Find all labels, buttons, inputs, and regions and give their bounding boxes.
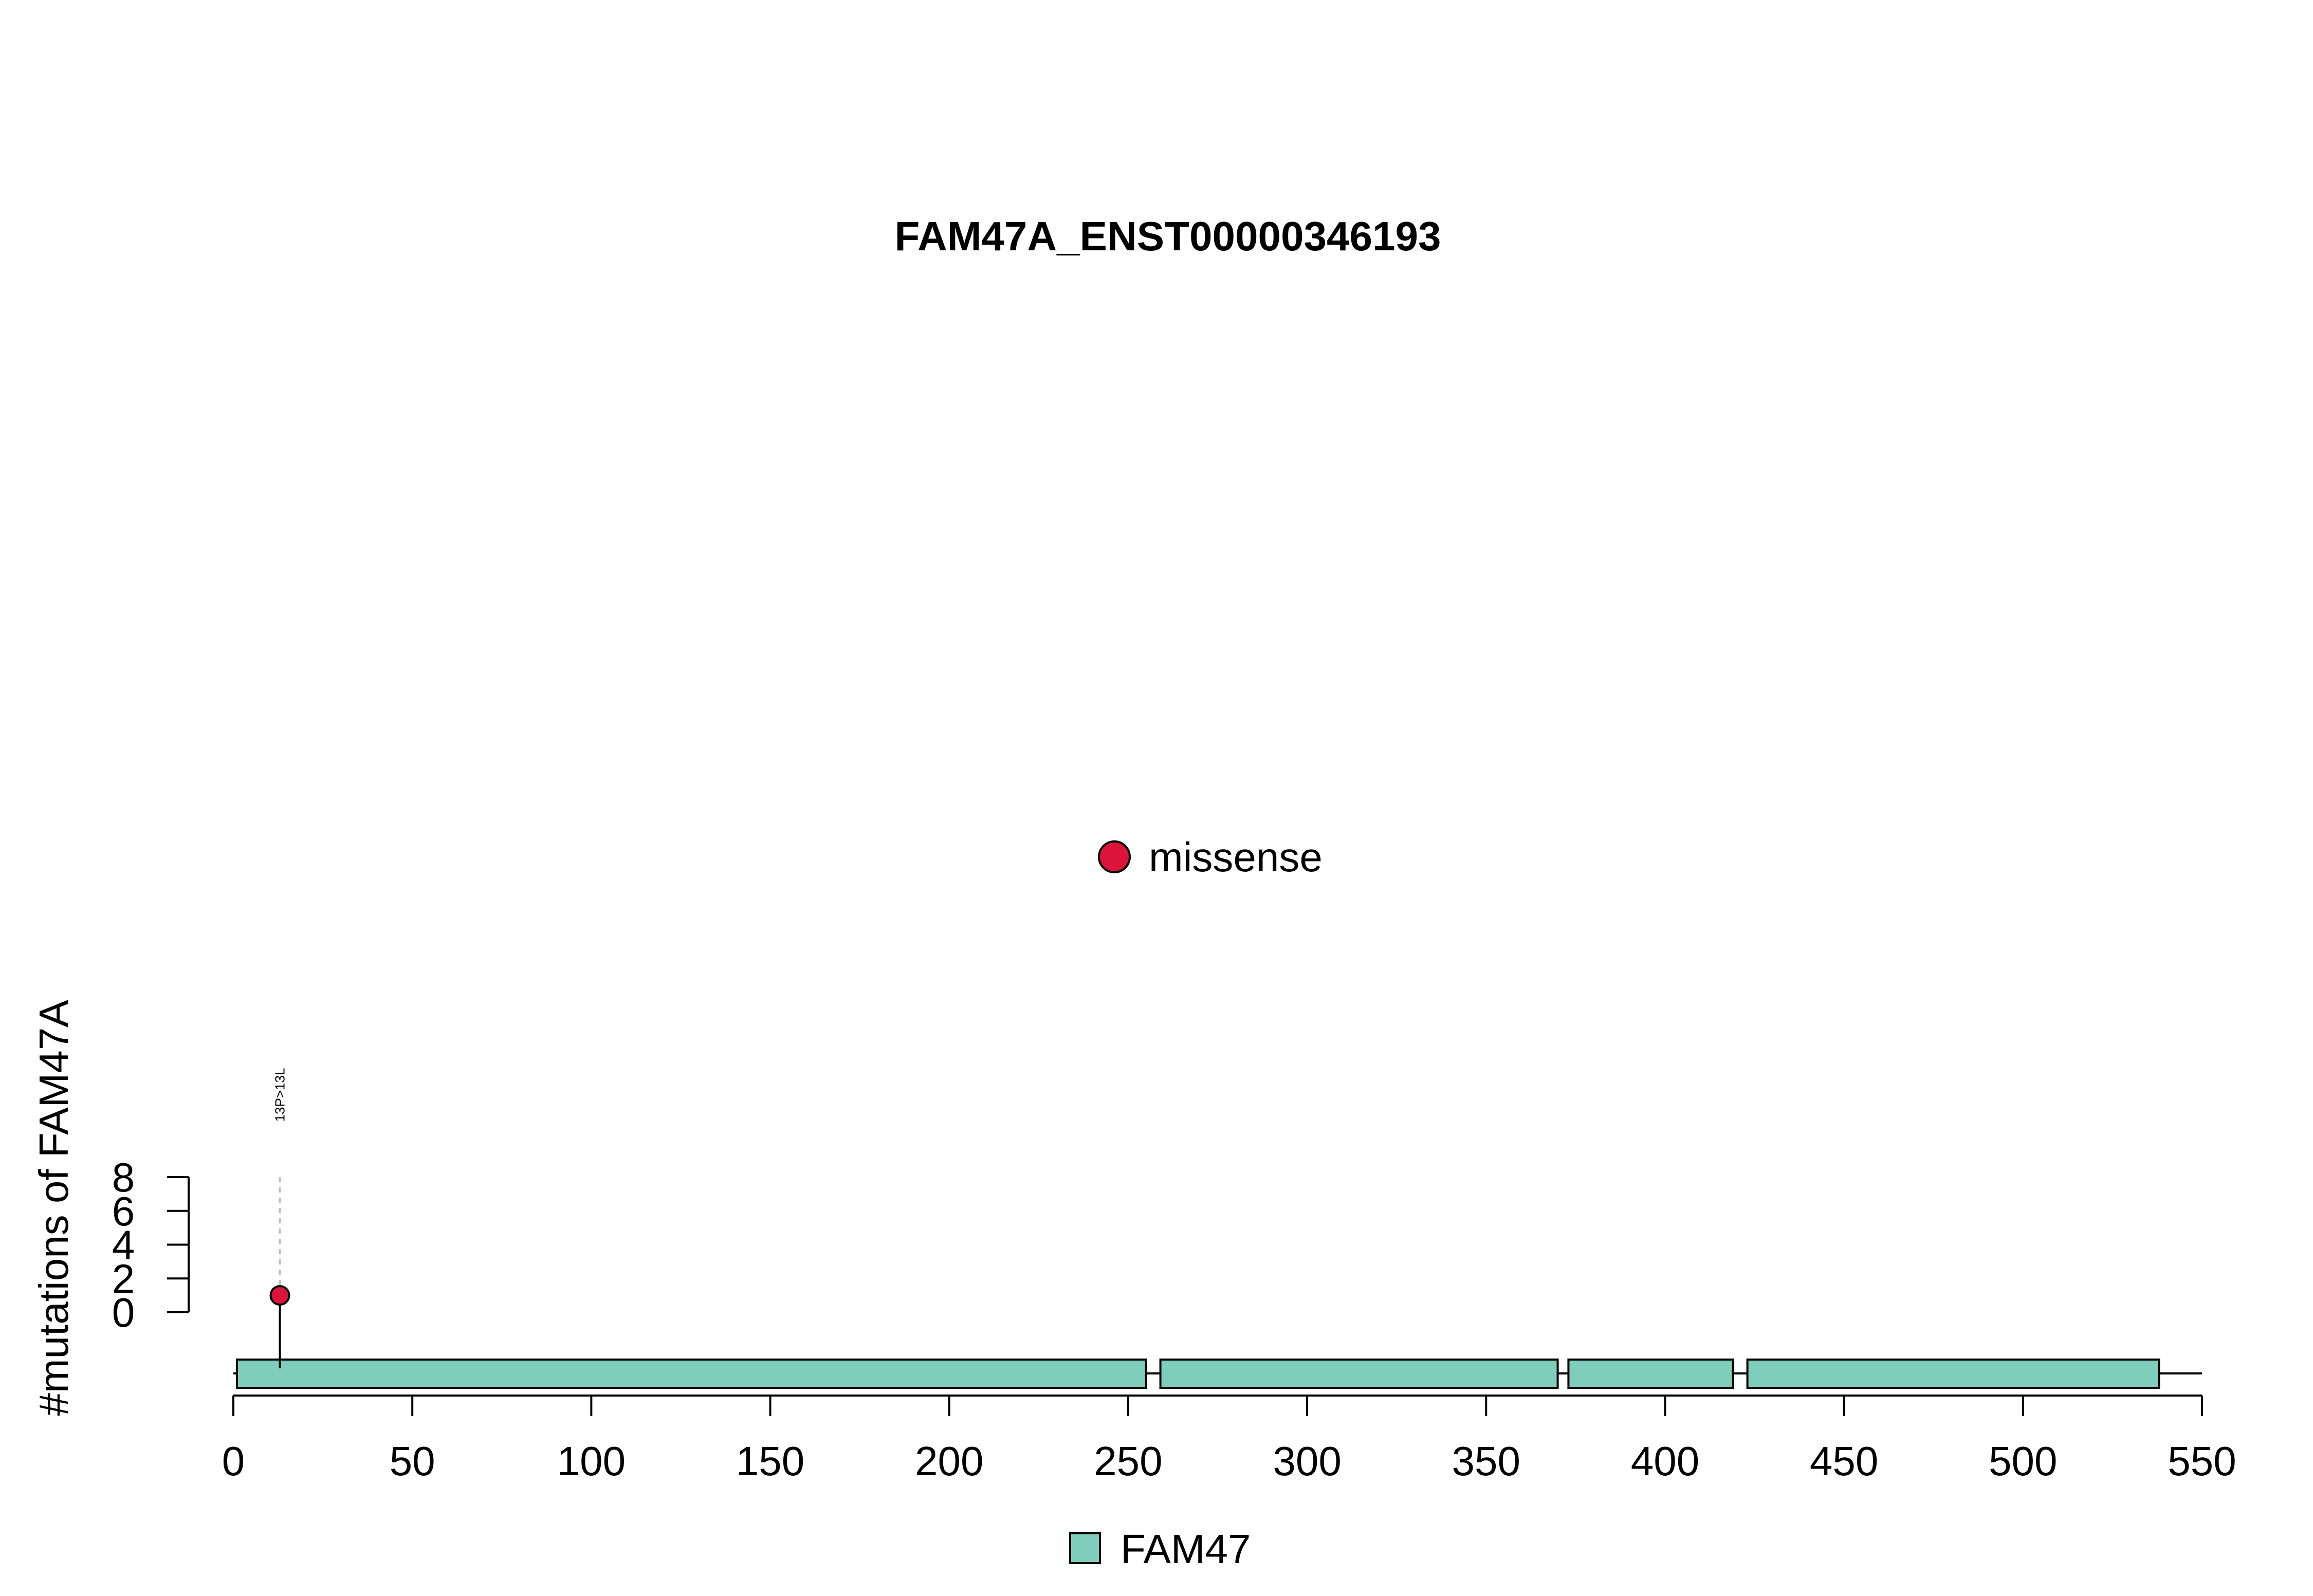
x-tick-label: 50 — [390, 1438, 435, 1484]
x-tick-label: 350 — [1452, 1438, 1520, 1484]
domain-box — [235, 1359, 1147, 1389]
x-tick-label: 100 — [557, 1438, 626, 1484]
mutation-legend: missense — [1098, 834, 1323, 880]
x-axis: 0 50 100 150 200 250 300 350 400 450 500 550 — [222, 1395, 2236, 1484]
mutation-track: 13P>13L — [269, 1068, 290, 1368]
legend-missense-marker — [1098, 840, 1131, 873]
domain-box — [1746, 1359, 2160, 1389]
domain-legend: FAM47 — [1069, 1526, 1251, 1572]
y-tick-label: 0 — [112, 1290, 135, 1335]
y-tick-label: 2 — [112, 1256, 135, 1301]
legend-domain-swatch — [1069, 1532, 1101, 1564]
mutation-label: 13P>13L — [272, 1068, 288, 1122]
x-tick-label: 450 — [1810, 1438, 1878, 1484]
x-tick-label: 300 — [1273, 1438, 1341, 1484]
mutation-point — [269, 1285, 290, 1306]
x-tick-label: 200 — [915, 1438, 983, 1484]
x-tick-label: 550 — [2168, 1438, 2236, 1484]
domain-track — [235, 1359, 2160, 1389]
legend-label: missense — [1149, 834, 1323, 880]
x-tick-label: 150 — [736, 1438, 804, 1484]
y-tick-label: 4 — [112, 1222, 135, 1268]
chart-title: FAM47A_ENST00000346193 — [895, 213, 1441, 259]
x-tick-label: 400 — [1631, 1438, 1699, 1484]
x-tick-label: 250 — [1094, 1438, 1162, 1484]
domain-box — [1567, 1359, 1734, 1389]
domain-box — [1159, 1359, 1559, 1389]
y-tick-label: 6 — [112, 1188, 135, 1234]
x-tick-label: 500 — [1989, 1438, 2057, 1484]
y-tick-label: 8 — [112, 1154, 135, 1200]
x-tick-label: 0 — [222, 1438, 245, 1484]
y-axis-label: #mutations of FAM47A — [31, 1000, 77, 1416]
legend-domain-label: FAM47 — [1121, 1526, 1251, 1572]
